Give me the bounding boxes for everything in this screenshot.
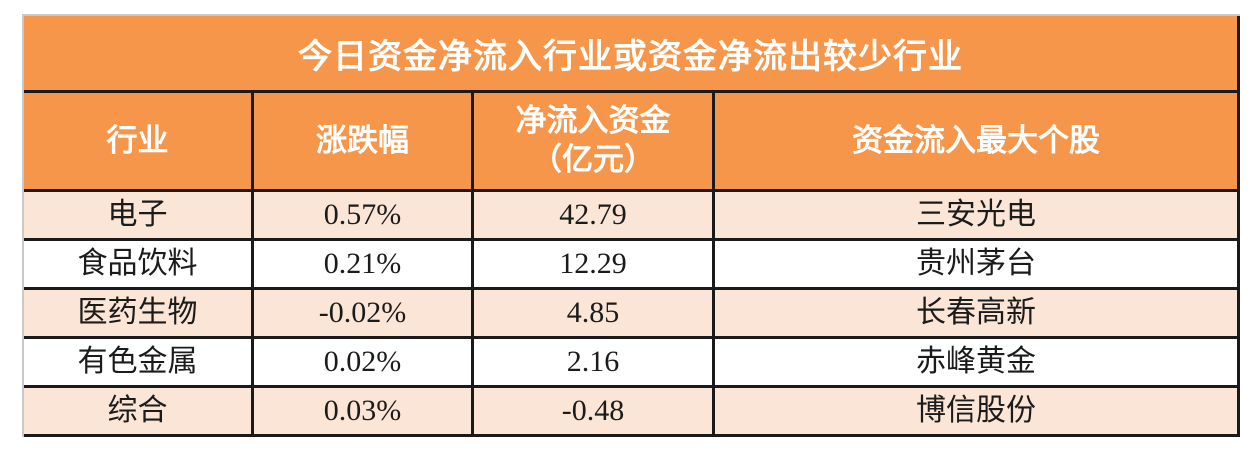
cell-change: 0.02% [254,339,474,388]
cell-top-stock: 长春高新 [715,290,1240,339]
cell-change: 0.21% [254,241,474,290]
table-row: 医药生物 -0.02% 4.85 长春高新 [24,290,1240,339]
column-header-row: 行业 涨跌幅 净流入资金 （亿元） 资金流入最大个股 [24,93,1240,192]
title-row: 今日资金净流入行业或资金净流出较少行业 [24,16,1240,93]
cell-top-stock: 赤峰黄金 [715,339,1240,388]
fund-flow-table: 今日资金净流入行业或资金净流出较少行业 行业 涨跌幅 净流入资金 （亿元） 资金… [22,14,1240,437]
cell-net-inflow: 2.16 [474,339,715,388]
column-header-industry: 行业 [24,93,254,192]
cell-top-stock: 三安光电 [715,192,1240,241]
table-row: 有色金属 0.02% 2.16 赤峰黄金 [24,339,1240,388]
table-row: 电子 0.57% 42.79 三安光电 [24,192,1240,241]
cell-change: -0.02% [254,290,474,339]
column-header-net-inflow-line2: （亿元） [531,142,655,177]
cell-top-stock: 贵州茅台 [715,241,1240,290]
table-row: 食品饮料 0.21% 12.29 贵州茅台 [24,241,1240,290]
column-header-top-stock: 资金流入最大个股 [715,93,1240,192]
cell-change: 0.57% [254,192,474,241]
cell-industry: 有色金属 [24,339,254,388]
cell-top-stock: 博信股份 [715,388,1240,437]
column-header-net-inflow: 净流入资金 （亿元） [474,93,715,192]
table-title: 今日资金净流入行业或资金净流出较少行业 [24,16,1240,93]
cell-net-inflow: -0.48 [474,388,715,437]
column-header-net-inflow-line1: 净流入资金 [515,103,671,139]
cell-net-inflow: 12.29 [474,241,715,290]
cell-industry: 食品饮料 [24,241,254,290]
cell-industry: 医药生物 [24,290,254,339]
cell-net-inflow: 4.85 [474,290,715,339]
column-header-change: 涨跌幅 [254,93,474,192]
cell-industry: 综合 [24,388,254,437]
cell-change: 0.03% [254,388,474,437]
table-row: 综合 0.03% -0.48 博信股份 [24,388,1240,437]
cell-net-inflow: 42.79 [474,192,715,241]
fund-flow-table-container: 今日资金净流入行业或资金净流出较少行业 行业 涨跌幅 净流入资金 （亿元） 资金… [22,14,1240,437]
cell-industry: 电子 [24,192,254,241]
